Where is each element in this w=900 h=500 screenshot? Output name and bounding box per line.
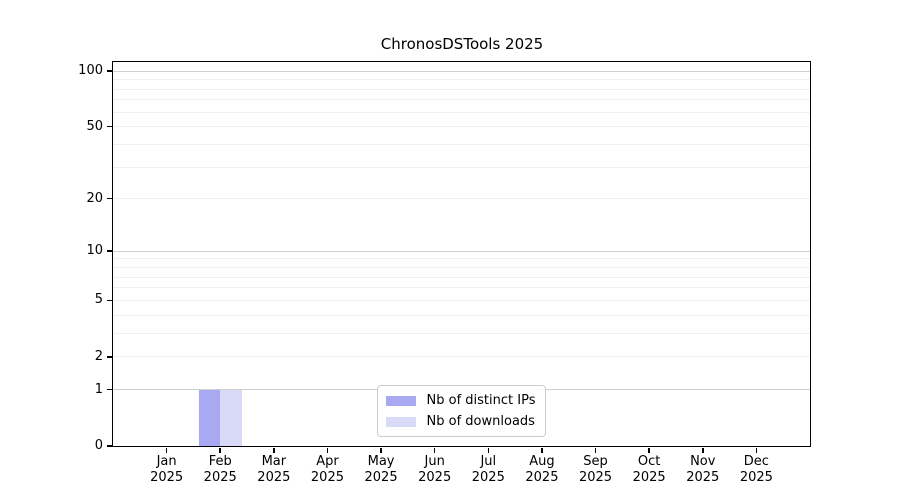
minor-gridline	[113, 287, 810, 289]
x-tick-mark	[541, 447, 543, 453]
x-tick-label: Apr 2025	[295, 454, 359, 486]
legend-swatch	[385, 395, 416, 406]
bar-nb-of-distinct-ips-feb	[198, 389, 221, 446]
minor-gridline	[113, 314, 810, 316]
x-tick-mark	[648, 447, 650, 453]
x-tick-mark	[326, 447, 329, 453]
x-tick-year: 2025	[310, 470, 344, 485]
x-tick-month: Nov	[690, 454, 716, 469]
x-tick-label: Jun 2025	[403, 454, 467, 486]
legend-item: Nb of distinct IPs	[385, 390, 536, 411]
x-tick-mark	[594, 447, 597, 453]
minor-gridline	[113, 166, 810, 168]
x-tick-month: Feb	[208, 454, 232, 469]
major-gridline	[113, 250, 810, 252]
x-tick-mark	[165, 447, 168, 453]
x-tick-label: May 2025	[349, 454, 413, 486]
x-tick-mark	[433, 447, 436, 453]
minor-gridline	[113, 111, 810, 113]
x-tick-year: 2025	[525, 470, 559, 485]
y-tick-label: 5	[94, 292, 103, 308]
y-tick-mark	[106, 388, 112, 391]
minor-gridline	[113, 126, 810, 128]
y-tick-label: 0	[94, 438, 103, 453]
y-tick-label: 1	[94, 381, 103, 397]
x-tick-year: 2025	[739, 470, 773, 485]
y-tick-mark	[106, 197, 112, 200]
x-tick-year: 2025	[364, 470, 398, 485]
minor-gridline	[113, 258, 810, 260]
minor-gridline	[113, 267, 810, 269]
plot-area: 0 1 2 5 10 20 50 100 Jan 2025 Feb 2025 Mar 2025 Apr 202…	[78, 61, 811, 485]
major-gridline	[113, 70, 810, 72]
legend: Nb of distinct IPs Nb of downloads	[376, 385, 547, 437]
x-tick-year: 2025	[471, 470, 505, 485]
x-tick-label: Nov 2025	[671, 454, 735, 486]
minor-gridline	[113, 198, 810, 200]
legend-item: Nb of downloads	[385, 411, 536, 432]
x-tick-mark	[380, 447, 382, 453]
x-tick-month: Apr	[316, 454, 339, 469]
x-tick-label: Sep 2025	[564, 454, 628, 486]
x-tick-mark	[755, 447, 758, 453]
chart-title: ChronosDSTools 2025	[380, 35, 544, 53]
x-tick-year: 2025	[686, 470, 720, 485]
y-tick-mark	[106, 125, 112, 128]
x-tick-year: 2025	[150, 470, 184, 485]
minor-gridline	[113, 356, 810, 358]
x-tick-month: Sep	[583, 454, 608, 469]
x-tick-month: Jun	[424, 454, 445, 469]
minor-gridline	[113, 299, 810, 301]
x-tick-year: 2025	[257, 470, 291, 485]
x-tick-label: Aug 2025	[510, 454, 574, 486]
x-tick-label: Jan 2025	[135, 454, 199, 486]
y-tick-label: 100	[78, 63, 103, 79]
y-tick-mark	[106, 250, 112, 252]
y-tick-label: 10	[86, 243, 103, 259]
y-tick-mark	[106, 356, 112, 358]
x-tick-mark	[219, 447, 221, 453]
x-tick-mark	[702, 447, 704, 453]
legend-label: Nb of downloads	[426, 414, 535, 429]
x-tick-year: 2025	[578, 470, 613, 485]
x-tick-label: Oct 2025	[617, 454, 681, 486]
x-tick-month: May	[367, 454, 395, 469]
x-tick-month: Oct	[637, 454, 661, 469]
minor-gridline	[113, 88, 810, 90]
minor-gridline	[113, 79, 810, 81]
minor-gridline	[113, 143, 810, 145]
x-tick-label: Feb 2025	[188, 454, 252, 486]
legend-label: Nb of distinct IPs	[426, 393, 536, 408]
legend-swatch	[385, 416, 416, 427]
y-tick-mark	[106, 299, 112, 302]
minor-gridline	[113, 99, 810, 101]
minor-gridline	[113, 276, 810, 278]
x-tick-mark	[487, 447, 490, 453]
minor-gridline	[113, 332, 810, 334]
x-tick-month: Jul	[480, 454, 497, 469]
x-tick-month: Jan	[156, 454, 177, 469]
y-tick-mark	[106, 445, 112, 447]
x-tick-label: Jul 2025	[456, 454, 520, 486]
x-tick-month: Mar	[261, 454, 287, 469]
y-tick-label: 2	[94, 348, 103, 364]
x-tick-label: Mar 2025	[242, 454, 306, 486]
x-tick-year: 2025	[418, 470, 452, 485]
x-tick-label: Dec 2025	[724, 454, 788, 486]
y-tick-label: 50	[86, 118, 103, 134]
bar-nb-of-downloads-feb	[220, 389, 242, 446]
x-tick-month: Dec	[743, 454, 769, 469]
y-tick-label: 20	[86, 190, 103, 206]
x-tick-mark	[273, 447, 275, 453]
x-tick-year: 2025	[203, 470, 237, 485]
y-tick-mark	[106, 70, 112, 72]
x-tick-year: 2025	[632, 470, 666, 485]
x-tick-month: Aug	[529, 454, 555, 469]
